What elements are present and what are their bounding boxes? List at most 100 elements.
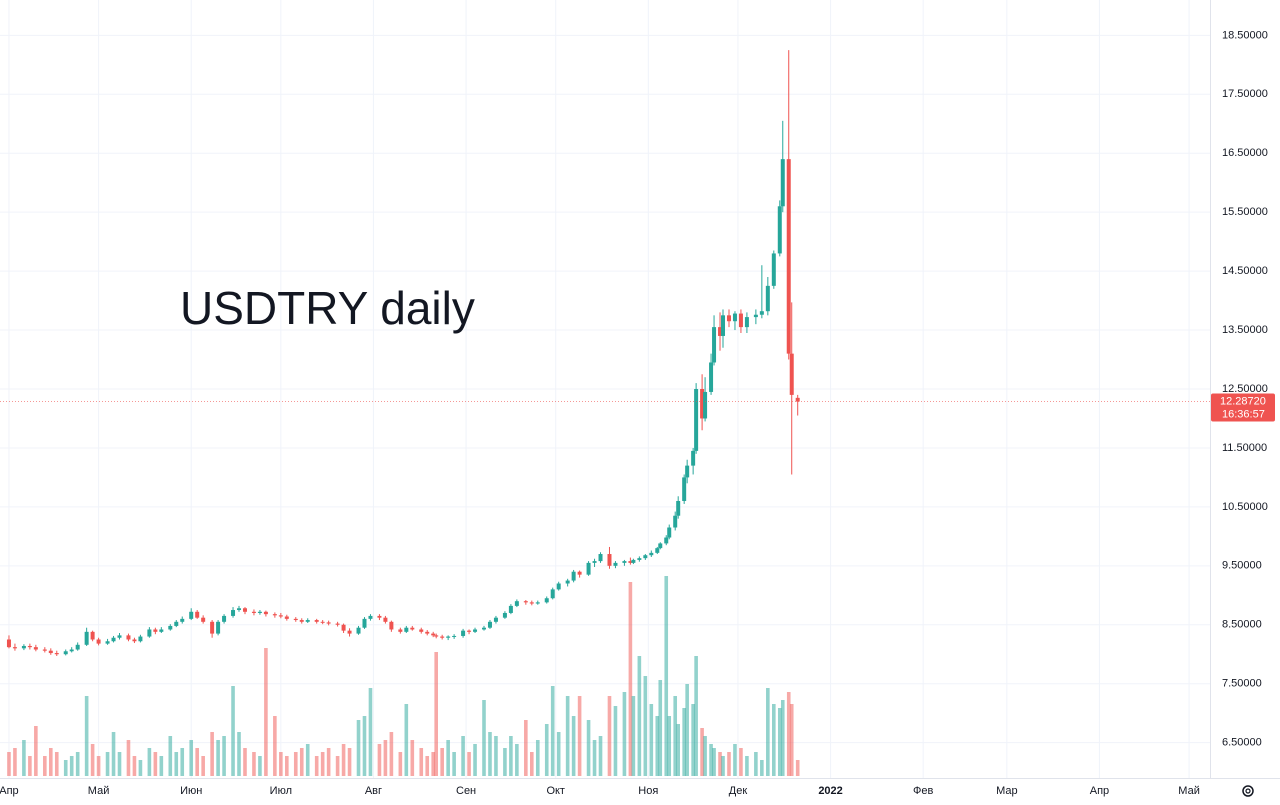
volume-bar [320,752,325,776]
volume-bar [195,748,199,776]
volume-bar [550,686,555,776]
x-tick-label: Ноя [638,785,658,797]
candle-body [473,629,478,632]
candle-body [765,285,770,312]
candle-body [320,621,325,623]
candle-body [126,635,131,640]
candle-body [461,630,466,636]
volume-bar [607,696,612,776]
candle-body [284,616,289,619]
gear-center[interactable] [1245,788,1251,794]
volume-bar [685,684,689,776]
candle-body [721,315,726,336]
y-tick-label: 8.50000 [1222,619,1262,631]
volume-bar [434,652,438,776]
volume-bar [258,756,262,776]
volume-bar [84,696,89,776]
volume-bar [54,752,59,776]
volume-bar [279,752,283,776]
candle-body [529,602,534,604]
volume-bar [673,696,678,776]
candle-body [147,629,152,637]
volume-bar [524,720,528,776]
volume-bar [48,748,53,776]
volume-bar [488,732,492,776]
x-tick-label: Авг [365,785,382,797]
volume-bar [34,726,38,776]
y-tick-label: 6.50000 [1222,737,1262,749]
candle-body [673,515,678,528]
candle-body [75,644,80,650]
y-tick-label: 14.50000 [1222,265,1268,277]
volume-bar [314,756,319,776]
volume-bar [153,752,158,776]
volume-bar [132,756,137,776]
volume-bar [189,740,194,776]
candle-body [738,313,743,328]
axes: 6.50000 7.50000 8.50000 9.50000 10.50000 11.5… [0,29,1275,797]
candle-body [502,612,507,618]
volume-bar [565,696,570,776]
volume-bar [586,720,591,776]
candle-body [377,615,382,618]
volume-bar [643,676,648,776]
volume-bar [709,744,713,776]
y-tick-label: 9.50000 [1222,560,1262,572]
candle-body [195,611,200,618]
volume-bar [377,744,382,776]
volume-bar [404,704,409,776]
candle-body [598,554,603,562]
candle-body [487,621,492,628]
volume-bar [264,648,268,776]
candle-body [452,635,457,637]
candle-body [571,571,576,581]
candle-body [356,627,361,634]
candle-body [637,558,642,560]
volume-bar [273,716,277,776]
volume-bar [383,740,388,776]
settings-icon[interactable] [1242,785,1254,797]
volume-bar [22,740,26,776]
x-tick-label: Дек [729,785,748,797]
volume-bar [440,748,444,776]
volume-bar [410,740,415,776]
volume-bar [622,692,627,776]
volume-bar [347,748,352,776]
volume-bar [535,740,540,776]
volume-bar [482,700,486,776]
volume-bar [117,752,122,776]
candle-body [368,615,373,619]
candle-body [732,313,737,322]
candle-body [222,615,227,622]
candle-body [21,645,26,649]
candle-body [664,537,669,544]
candle-body [592,561,597,563]
candle-body [631,559,636,563]
candle-body [257,611,262,613]
candle-body [12,647,17,649]
volume-bar [571,716,576,776]
volume-bar [613,706,618,776]
candle-body [643,555,648,559]
volume-bar [637,656,642,776]
candle-body [676,500,681,516]
candle-body [410,627,415,630]
volume-bar [180,748,185,776]
volume-bar [509,736,513,776]
y-tick-label: 12.50000 [1222,383,1268,395]
gear[interactable] [1242,785,1254,797]
volume-bar [461,736,465,776]
candle-body [180,618,185,622]
x-tick-label: Мар [996,785,1018,797]
candle-body [667,527,672,538]
volume-bar [745,756,749,776]
candle-body [718,327,723,336]
volume-bar [216,740,220,776]
candle-body [777,206,782,254]
volume-bar [368,688,373,776]
volume-bar [305,744,310,776]
y-tick-label: 11.50000 [1222,442,1267,454]
volume-bar [694,656,698,776]
volume-bar [772,704,776,776]
volume-bar [721,756,725,776]
